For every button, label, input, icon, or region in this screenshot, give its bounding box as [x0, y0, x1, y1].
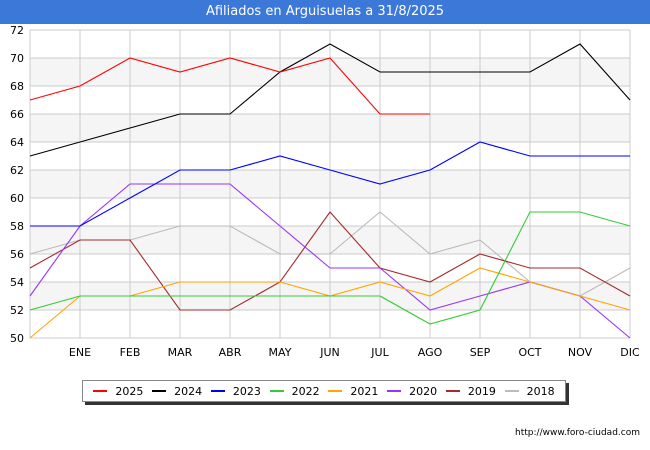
chart-title: Afiliados en Arguisuelas a 31/8/2025	[205, 4, 445, 19]
series-line-2022	[29, 211, 631, 325]
x-tick-label: DIC	[620, 346, 640, 359]
title-bar	[0, 0, 650, 24]
x-tick-label: NOV	[568, 346, 593, 359]
chart-area: 50 52 54 56 58 60 62 64 66 68 70 72 ENE FEB MAR ABR MAY J…	[10, 24, 640, 359]
legend-label: 2018	[526, 384, 555, 398]
legend-swatch	[445, 390, 460, 392]
legend-item-2025: 2025	[93, 385, 143, 398]
series-line-2025	[29, 57, 430, 115]
legend-item-2018: 2018	[504, 384, 555, 398]
y-tick-label: 66	[10, 108, 24, 121]
legend-item-2022: 2022	[269, 384, 320, 398]
x-tick-label: MAR	[168, 346, 193, 359]
y-tick-label: 62	[10, 164, 24, 177]
source-url: http://www.foro-ciudad.com	[515, 428, 640, 438]
y-tick-label: 50	[10, 332, 24, 345]
y-tick-label: 68	[10, 80, 24, 93]
x-tick-label: FEB	[120, 346, 141, 359]
legend-label: 2025	[115, 384, 144, 398]
legend-swatch	[504, 390, 519, 392]
legend-swatch	[328, 390, 343, 392]
y-tick-label: 54	[10, 276, 24, 289]
legend-item-2019: 2019	[445, 384, 496, 398]
x-tick-label: OCT	[518, 346, 541, 359]
series-line-2019	[29, 211, 631, 311]
y-tick-label: 60	[10, 192, 24, 205]
x-tick-label: ABR	[219, 346, 242, 359]
legend-item-2024: 2024	[152, 385, 202, 398]
legend-swatch	[93, 390, 108, 392]
x-tick-label: MAY	[269, 346, 292, 359]
series-line-2024	[29, 43, 631, 157]
legend-swatch	[269, 390, 284, 392]
legend-swatch	[210, 390, 225, 392]
legend-label: 2024	[174, 384, 203, 398]
series-line-2023	[30, 141, 630, 227]
x-tick-label: AGO	[418, 346, 443, 359]
legend: 2025 2024 2023 2022 2021 2020 2019 2018	[82, 380, 566, 402]
x-tick-label: SEP	[470, 346, 491, 359]
legend-swatch	[152, 390, 167, 392]
legend-label: 2019	[467, 384, 496, 398]
legend-label: 2023	[232, 384, 261, 398]
y-tick-label: 72	[10, 24, 24, 37]
x-tick-label: ENE	[69, 346, 91, 359]
legend-item-2020: 2020	[387, 385, 437, 398]
y-tick-label: 52	[10, 304, 24, 317]
y-tick-label: 56	[10, 248, 24, 261]
legend-swatch	[387, 390, 402, 392]
legend-label: 2021	[350, 384, 379, 398]
legend-item-2021: 2021	[328, 385, 378, 398]
x-tick-label: JUL	[370, 346, 389, 359]
legend-item-2023: 2023	[210, 384, 261, 398]
y-tick-label: 64	[10, 136, 24, 149]
y-tick-label: 58	[10, 220, 24, 233]
x-tick-label: JUN	[319, 346, 340, 359]
legend-label: 2022	[291, 384, 320, 398]
y-tick-label: 70	[10, 52, 24, 65]
legend-label: 2020	[409, 384, 438, 398]
